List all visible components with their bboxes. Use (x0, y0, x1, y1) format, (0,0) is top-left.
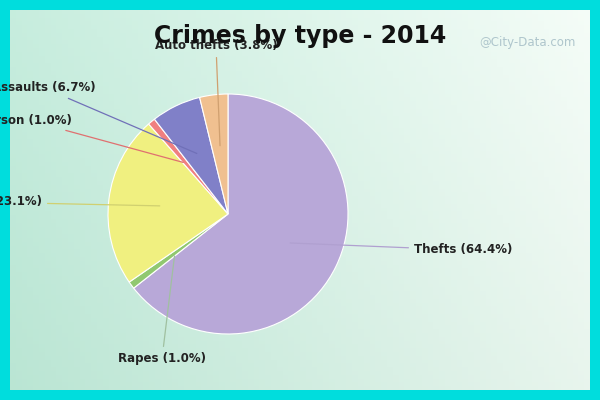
Text: Rapes (1.0%): Rapes (1.0%) (118, 256, 206, 365)
Wedge shape (200, 94, 228, 214)
Text: Crimes by type - 2014: Crimes by type - 2014 (154, 24, 446, 48)
Wedge shape (108, 124, 228, 282)
Wedge shape (149, 119, 228, 214)
Wedge shape (129, 214, 228, 288)
Wedge shape (134, 94, 348, 334)
Text: Assaults (6.7%): Assaults (6.7%) (0, 82, 197, 154)
Text: Burglaries (23.1%): Burglaries (23.1%) (0, 196, 160, 208)
Text: Arson (1.0%): Arson (1.0%) (0, 114, 183, 162)
Text: @City-Data.com: @City-Data.com (479, 36, 576, 49)
Text: Thefts (64.4%): Thefts (64.4%) (290, 243, 512, 256)
Text: Auto thefts (3.8%): Auto thefts (3.8%) (155, 39, 277, 146)
Wedge shape (154, 98, 228, 214)
